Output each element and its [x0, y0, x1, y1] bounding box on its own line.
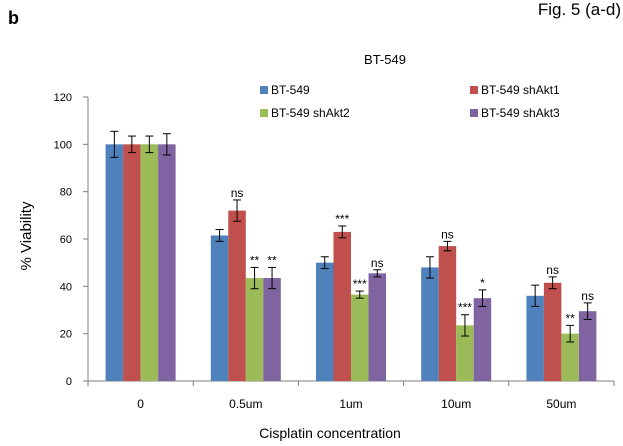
y-tick-label: 0	[66, 376, 72, 388]
bar	[263, 278, 281, 381]
significance-label: **	[267, 253, 277, 267]
chart-title: BT-549	[364, 52, 406, 67]
bar	[578, 311, 597, 381]
bar	[368, 273, 386, 381]
x-tick-label: 0	[137, 397, 144, 411]
bar	[421, 267, 439, 381]
significance-label: ***	[335, 212, 349, 226]
x-tick-label: 1um	[339, 397, 362, 411]
bar	[210, 235, 229, 381]
bar	[140, 144, 159, 381]
bar	[351, 294, 369, 381]
significance-label: ns	[371, 256, 384, 270]
legend-swatch	[470, 109, 478, 117]
y-tick-label: 80	[60, 187, 72, 199]
significance-label: ns	[546, 263, 559, 277]
bar	[333, 231, 351, 381]
axes: 0 20 40 60 80 100 120 0 0.5um 1um 10um 50um	[54, 92, 615, 411]
figure-reference: Fig. 5 (a-d)	[537, 0, 621, 19]
y-tick-label: 40	[60, 281, 72, 293]
significance-label: **	[250, 253, 260, 267]
bar	[123, 144, 141, 381]
legend-swatch	[260, 109, 268, 117]
y-axis-label: % Viability	[18, 201, 35, 270]
x-axis-label: Cisplatin concentration	[259, 425, 401, 441]
bar	[526, 295, 544, 381]
significance-label: ***	[353, 277, 367, 291]
significance-label: **	[565, 311, 575, 325]
y-tick-label: 100	[54, 139, 72, 151]
panel-label: b	[8, 8, 19, 28]
bar	[456, 325, 474, 381]
y-tick-label: 120	[54, 92, 72, 104]
significance-label: ***	[458, 301, 472, 315]
bar	[245, 278, 264, 381]
legend-swatch	[470, 86, 478, 94]
bar	[561, 333, 579, 381]
bar	[473, 298, 492, 381]
legend-label: BT-549 shAkt3	[481, 106, 560, 120]
significance-label: ns	[581, 289, 594, 303]
significance-label: *	[480, 276, 485, 290]
legend-label: BT-549 shAkt1	[481, 83, 560, 97]
y-tick-label: 60	[60, 234, 72, 246]
bar	[543, 282, 562, 381]
bar	[105, 144, 124, 381]
bar	[228, 210, 246, 381]
y-tick-label: 20	[60, 329, 72, 341]
bar	[158, 144, 176, 381]
x-tick-label: 10um	[441, 397, 471, 411]
bar	[438, 246, 457, 381]
bar	[316, 262, 334, 381]
significance-label: ns	[231, 186, 244, 200]
legend-label: BT-549 shAkt2	[271, 106, 350, 120]
x-tick-label: 0.5um	[229, 397, 262, 411]
legend: BT-549 BT-549 shAkt1 BT-549 shAkt2 BT-549 s…	[260, 83, 560, 120]
legend-label: BT-549	[271, 83, 310, 97]
x-tick-label: 50um	[546, 397, 576, 411]
legend-swatch	[260, 86, 268, 94]
significance-label: ns	[441, 227, 454, 241]
